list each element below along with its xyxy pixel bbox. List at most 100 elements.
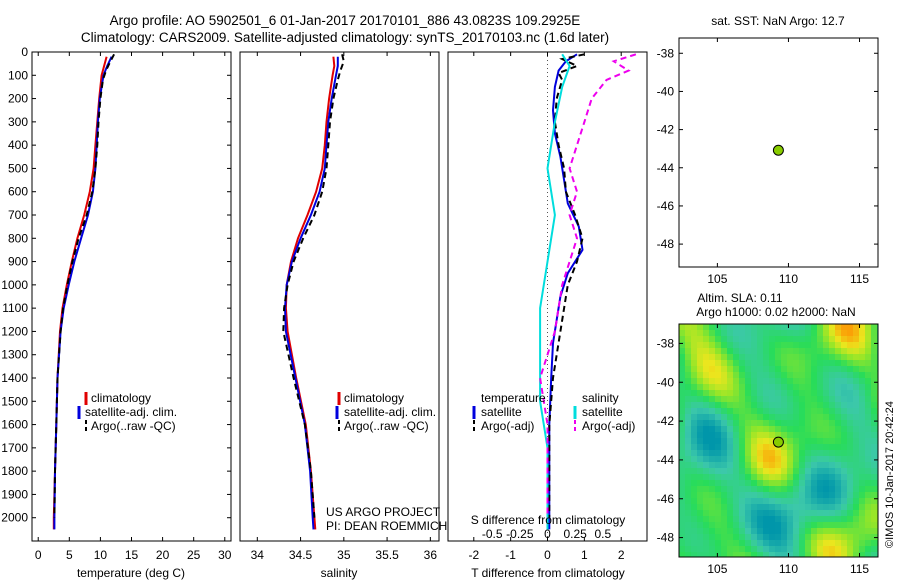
sla-cell: [859, 438, 866, 445]
sla-cell: [805, 456, 812, 463]
sla-cell: [853, 516, 860, 523]
sla-cell: [775, 372, 782, 379]
sla-cell: [691, 504, 698, 511]
sla-cell: [865, 432, 872, 439]
sla-cell: [841, 372, 848, 379]
sla-cell: [727, 348, 734, 355]
sla-cell: [787, 324, 794, 331]
sla-cell: [697, 354, 704, 361]
sla-cell: [751, 462, 758, 469]
sla-cell: [709, 468, 716, 475]
sla-cell: [817, 444, 824, 451]
sla-cell: [745, 372, 752, 379]
depth-tick-label: 200: [8, 92, 28, 106]
sla-cell: [751, 354, 758, 361]
depth-tick-label: 1000: [1, 278, 28, 292]
sla-cell: [793, 402, 800, 409]
sla-cell: [871, 492, 878, 499]
sla-cell: [871, 420, 878, 427]
sla-cell: [709, 384, 716, 391]
sla-cell: [739, 528, 746, 535]
sla-cell: [733, 348, 740, 355]
lon-tick-label: 105: [707, 562, 727, 576]
argo-location-marker: [772, 144, 784, 156]
sla-cell: [703, 360, 710, 367]
sla-cell: [691, 390, 698, 397]
sla-cell: [781, 408, 788, 415]
sla-cell: [751, 414, 758, 421]
sla-cell: [775, 528, 782, 535]
depth-tick-label: 1500: [1, 394, 28, 408]
sla-cell: [841, 414, 848, 421]
sla-cell: [811, 492, 818, 499]
sla-cell: [763, 468, 770, 475]
sla-cell: [721, 354, 728, 361]
sla-cell: [721, 498, 728, 505]
sla-cell: [739, 402, 746, 409]
sla-cell: [763, 516, 770, 523]
temperature-panel: 0100200300400500600700800900100011001200…: [1, 45, 647, 580]
sla-cell: [859, 462, 866, 469]
sla-cell: [823, 468, 830, 475]
sla-cell: [721, 396, 728, 403]
sla-cell: [721, 420, 728, 427]
sla-cell: [721, 360, 728, 367]
sla-cell: [721, 534, 728, 541]
sla-cell: [709, 348, 716, 355]
sla-cell: [763, 390, 770, 397]
sla-cell: [799, 534, 806, 541]
sla-cell: [829, 378, 836, 385]
sla-cell: [697, 390, 704, 397]
sla-cell: [691, 492, 698, 499]
sla-cell: [679, 492, 686, 499]
sla-cell: [775, 378, 782, 385]
sla-cell: [805, 516, 812, 523]
sla-cell: [745, 474, 752, 481]
sla-cell: [865, 408, 872, 415]
sla-cell: [721, 408, 728, 415]
sla-cell: [847, 498, 854, 505]
sla-cell: [781, 444, 788, 451]
sla-cell: [853, 522, 860, 529]
sla-cell: [679, 408, 686, 415]
s-tick-label: -0.25: [506, 527, 534, 541]
sla-cell: [817, 390, 824, 397]
sla-cell: [721, 336, 728, 343]
sla-cell: [739, 432, 746, 439]
sla-cell: [715, 522, 722, 529]
sla-cell: [823, 324, 830, 331]
sla-cell: [739, 492, 746, 499]
sla-cell: [685, 450, 692, 457]
sla-cell: [865, 444, 872, 451]
sla-cell: [751, 540, 758, 547]
sla-cell: [823, 354, 830, 361]
sla-cell: [763, 324, 770, 331]
sla-cell: [757, 450, 764, 457]
sla-cell: [871, 504, 878, 511]
sla-cell: [751, 492, 758, 499]
sla-cell: [841, 324, 848, 331]
sla-cell: [733, 372, 740, 379]
sla-cell: [865, 342, 872, 349]
sla-cell: [715, 426, 722, 433]
sla-cell: [691, 348, 698, 355]
sla-heatmap: [679, 324, 878, 557]
sla-cell: [739, 390, 746, 397]
sla-cell: [685, 504, 692, 511]
sla-cell: [841, 492, 848, 499]
sla-cell: [775, 462, 782, 469]
sla-cell: [799, 426, 806, 433]
sla-cell: [811, 462, 818, 469]
sla-cell: [745, 552, 752, 557]
sla-cell: [739, 498, 746, 505]
sla-cell: [835, 390, 842, 397]
sla-cell: [715, 510, 722, 517]
sla-cell: [799, 396, 806, 403]
sla-cell: [775, 534, 782, 541]
depth-tick-label: 700: [8, 208, 28, 222]
sla-cell: [775, 324, 782, 331]
sla-cell: [853, 414, 860, 421]
sla-cell: [805, 504, 812, 511]
sla-cell: [781, 366, 788, 373]
sla-cell: [769, 384, 776, 391]
